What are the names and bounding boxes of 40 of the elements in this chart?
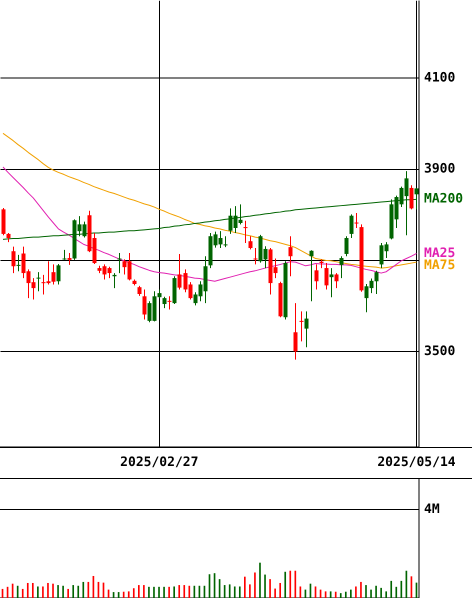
candlestick — [178, 253, 182, 290]
candlestick — [314, 264, 318, 290]
candlestick — [324, 262, 328, 290]
candlestick — [52, 264, 56, 285]
candlestick — [138, 285, 142, 296]
candlestick — [112, 272, 116, 289]
y-tick-label: 3900 — [424, 162, 456, 177]
candlestick — [142, 288, 146, 320]
candlestick — [334, 272, 338, 289]
candlestick — [310, 250, 314, 302]
y-tick-label: 4100 — [424, 70, 456, 86]
candlestick — [12, 246, 16, 274]
candlestick — [56, 263, 60, 285]
candlestick — [350, 214, 354, 239]
x-tick-label: 2025/05/14 — [377, 455, 456, 470]
candlestick — [294, 302, 298, 360]
candlestick — [354, 212, 358, 228]
candlestick — [62, 249, 66, 260]
candlestick — [340, 256, 344, 279]
candlestick — [288, 236, 292, 277]
candlestick — [244, 220, 248, 244]
candlestick — [6, 232, 10, 243]
candlestick — [162, 296, 166, 309]
candlestick — [248, 236, 252, 250]
candlestick — [36, 272, 40, 292]
candlestick — [410, 184, 414, 210]
candlestick — [16, 254, 20, 272]
series-label: MA200 — [424, 192, 464, 207]
candlestick — [68, 252, 72, 266]
candlestick — [224, 236, 228, 248]
candlestick — [330, 268, 334, 298]
x-tick-label: 2025/02/27 — [120, 455, 198, 470]
candlestick — [304, 310, 308, 348]
candlestick — [254, 248, 258, 265]
candlestick — [118, 252, 122, 274]
candlestick — [168, 296, 172, 310]
candlestick — [344, 236, 348, 257]
candlestick — [300, 310, 304, 342]
text: 4M — [424, 502, 440, 517]
y-tick-label: 3500 — [424, 344, 456, 359]
